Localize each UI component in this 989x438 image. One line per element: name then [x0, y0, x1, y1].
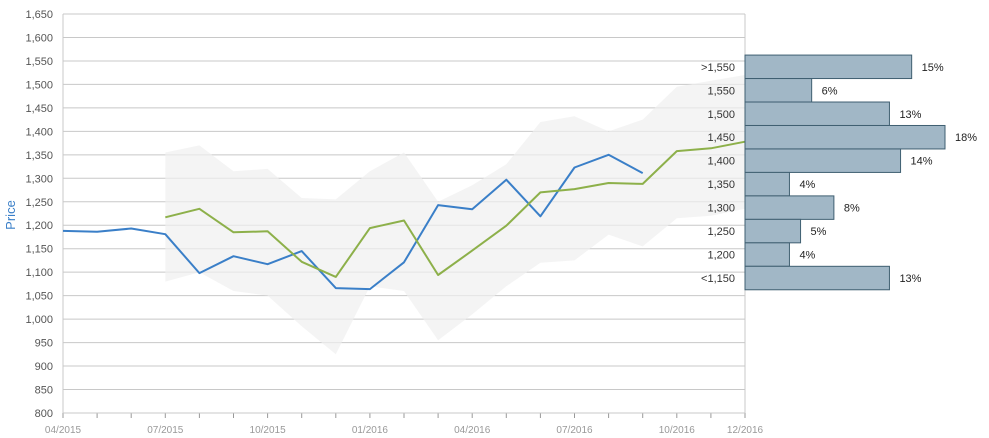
histogram-percent-label: 4%: [799, 179, 815, 191]
histogram-percent-label: 15%: [922, 62, 944, 74]
y-tick-label: 1,650: [25, 9, 53, 21]
y-tick-label: 1,150: [25, 244, 53, 256]
y-tick-label: 1,000: [25, 314, 53, 326]
x-tick-label: 10/2016: [659, 425, 696, 436]
histogram-bar: [744, 54, 913, 80]
series-line-2: [165, 140, 746, 278]
y-tick-label: 1,550: [25, 56, 53, 68]
y-tick-label: 1,350: [25, 150, 53, 162]
histogram-bar: [744, 171, 790, 197]
forecast-band: [165, 75, 746, 355]
histogram-bucket-label: 1,450: [707, 132, 735, 144]
series-line-1: [62, 153, 644, 291]
x-tick-label: 04/2015: [45, 425, 82, 436]
y-axis-label: Price: [3, 200, 18, 230]
histogram-bar: [744, 78, 813, 103]
series-lines: [62, 140, 746, 291]
y-tick-label: 900: [35, 361, 53, 373]
histogram-bar: [744, 101, 890, 126]
confidence-band: [165, 75, 746, 355]
histogram-percent-label: 5%: [811, 226, 827, 238]
y-tick-label: 1,250: [25, 197, 53, 209]
histogram-bucket-label: 1,350: [707, 179, 735, 191]
histogram-bucket-label: 1,250: [707, 226, 735, 238]
histogram-bucket-label: 1,300: [707, 203, 735, 215]
histogram-bar: [744, 148, 902, 173]
histogram-percent-label: 6%: [822, 85, 838, 97]
histogram-bar: [744, 265, 890, 291]
y-tick-label: 1,600: [25, 32, 53, 44]
y-tick-label: 950: [35, 338, 53, 350]
y-tick-label: 1,200: [25, 220, 53, 232]
histogram-bucket-label: 1,500: [707, 109, 735, 121]
histogram-bucket-label: 1,550: [707, 85, 735, 97]
histogram-percent-label: 18%: [955, 132, 977, 144]
histogram-bar: [744, 242, 790, 267]
histogram-bucket-label: >1,550: [701, 62, 735, 74]
histogram-bar: [744, 218, 802, 244]
histogram-percent-label: 4%: [799, 250, 815, 262]
y-tick-label: 850: [35, 385, 53, 397]
x-tick-label: 12/2016: [727, 425, 764, 436]
histogram-percent-label: 13%: [899, 273, 921, 285]
y-tick-label: 1,400: [25, 126, 53, 138]
histogram-percent-label: 14%: [911, 156, 933, 168]
x-tick-label: 04/2016: [454, 425, 491, 436]
y-tick-label: 1,050: [25, 291, 53, 303]
y-tick-label: 1,450: [25, 103, 53, 115]
y-tick-label: 1,100: [25, 267, 53, 279]
x-tick-label: 10/2015: [250, 425, 287, 436]
x-tick-label: 01/2016: [352, 425, 389, 436]
histogram: >1,550 15% 1,550 6% 1,500 13% 1,450 18% 1,400 14%…: [701, 54, 977, 291]
histogram-percent-label: 8%: [844, 203, 860, 215]
y-tick-label: 1,500: [25, 79, 53, 91]
histogram-bucket-label: <1,150: [701, 273, 735, 285]
y-tick-label: 800: [35, 408, 53, 420]
histogram-bucket-label: 1,400: [707, 156, 735, 168]
x-tick-label: 07/2015: [147, 425, 184, 436]
histogram-percent-label: 13%: [899, 109, 921, 121]
x-tick-label: 07/2016: [556, 425, 593, 436]
axes: 800 850 900 950 1,000 1,050 1,100 1,150 1,200 1,2…: [25, 9, 763, 436]
y-tick-label: 1,300: [25, 173, 53, 185]
histogram-bar: [744, 195, 835, 220]
histogram-bar: [744, 124, 946, 150]
histogram-bucket-label: 1,200: [707, 250, 735, 262]
